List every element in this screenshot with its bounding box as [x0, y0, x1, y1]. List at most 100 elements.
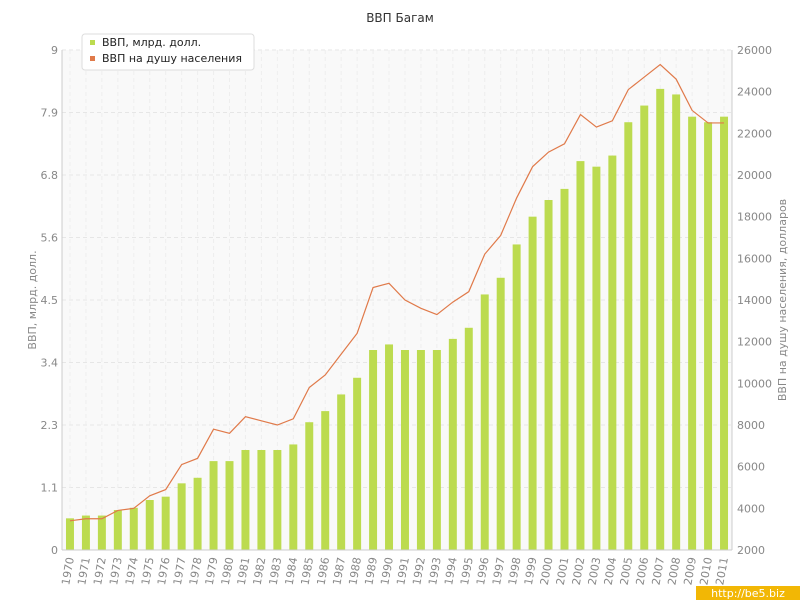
bar — [464, 327, 473, 550]
bar — [592, 166, 601, 550]
x-tick-label: 2002 — [570, 556, 588, 586]
x-tick-label: 1987 — [330, 556, 348, 586]
x-tick-label: 1977 — [171, 556, 189, 586]
y2-tick-label: 10000 — [737, 377, 772, 390]
bar — [656, 88, 665, 550]
x-tick-label: 1976 — [155, 556, 173, 586]
bar — [273, 450, 282, 550]
axes — [61, 50, 733, 551]
x-tick-label: 1973 — [107, 556, 125, 586]
bar — [305, 422, 314, 550]
y-tick-label: 1.1 — [41, 482, 59, 495]
line-series — [69, 63, 725, 522]
watermark: http://be5.biz — [696, 586, 800, 600]
bar — [608, 155, 617, 551]
bar — [480, 294, 489, 550]
x-tick-label: 1999 — [522, 556, 540, 586]
y2-tick-label: 12000 — [737, 336, 772, 349]
x-tick-label: 1992 — [410, 556, 428, 586]
bar — [337, 394, 346, 550]
y-axis-title-right: ВВП на душу населения, долларов — [776, 199, 789, 401]
x-tick-label: 1993 — [426, 556, 444, 586]
series-line-gdp-per-capita — [69, 63, 725, 522]
bar — [257, 450, 266, 550]
x-tick-label: 1971 — [75, 556, 93, 586]
bar — [193, 477, 202, 550]
x-tick-label: 2007 — [650, 556, 668, 586]
x-tick-label: 1997 — [490, 556, 508, 586]
y-tick-label: 7.9 — [41, 107, 59, 120]
plot-area — [62, 50, 732, 550]
y-tick-label: 3.4 — [41, 357, 59, 370]
y2-tick-label: 22000 — [737, 127, 772, 140]
y-tick-labels-left: 0 1.1 2.3 3.4 4.5 5.6 6.8 7.9 9 — [41, 44, 59, 557]
bar — [624, 122, 633, 550]
x-tick-label: 1972 — [91, 556, 109, 586]
bar — [81, 515, 90, 550]
x-tick-label: 1986 — [315, 556, 333, 586]
bar — [400, 350, 409, 550]
bar — [65, 518, 74, 550]
x-tick-label: 2005 — [618, 556, 636, 586]
x-tick-label: 2004 — [602, 556, 620, 586]
y2-tick-label: 26000 — [737, 44, 772, 57]
x-tick-label: 2003 — [586, 556, 604, 586]
bar — [161, 496, 170, 550]
y-tick-label: 9 — [51, 44, 58, 57]
bar — [448, 338, 457, 550]
bar — [432, 350, 441, 550]
x-tick-label: 1988 — [346, 556, 364, 586]
x-tick-label: 1981 — [235, 556, 253, 586]
bar — [241, 450, 250, 550]
bar — [113, 510, 122, 550]
y-tick-label: 5.6 — [41, 232, 59, 245]
bar — [704, 122, 713, 550]
x-tick-label: 1995 — [458, 556, 476, 586]
x-tick-label: 1996 — [474, 556, 492, 586]
legend-swatch-gdp-per-capita — [90, 56, 95, 61]
legend-box — [81, 33, 255, 71]
legend-label-gdp-per-capita: ВВП на душу населения — [102, 52, 242, 65]
bar — [145, 500, 154, 550]
x-tick-label: 2009 — [681, 556, 699, 586]
y-tick-label: 2.3 — [41, 419, 59, 432]
bar — [720, 116, 729, 551]
bar — [496, 277, 505, 550]
y-tick-label: 0 — [51, 544, 58, 557]
x-tick-label: 1979 — [203, 556, 221, 586]
bar — [672, 94, 681, 550]
bar — [289, 444, 298, 550]
x-tick-label: 1982 — [251, 556, 269, 586]
legend-swatch-gdp — [90, 40, 95, 45]
x-tick-label: 1983 — [267, 556, 285, 586]
legend: ВВП, млрд. долл. ВВП на душу населения — [81, 33, 255, 71]
y2-tick-label: 14000 — [737, 294, 772, 307]
bar — [369, 350, 378, 550]
y-tick-label: 6.8 — [41, 169, 59, 182]
bar — [321, 411, 330, 550]
bar-series — [65, 88, 729, 551]
y2-tick-label: 20000 — [737, 169, 772, 182]
bar — [576, 161, 585, 550]
y-tick-label: 4.5 — [41, 294, 59, 307]
x-tick-labels: 1970197119721973197419751976197719781979… — [59, 556, 731, 586]
y2-tick-label: 6000 — [737, 461, 765, 474]
bar — [528, 216, 537, 550]
x-tick-label: 2006 — [634, 556, 652, 586]
x-tick-label: 2010 — [697, 556, 715, 586]
x-tick-label: 2011 — [713, 556, 731, 586]
bar — [97, 515, 106, 550]
y2-tick-label: 8000 — [737, 419, 765, 432]
x-tick-label: 1990 — [378, 556, 396, 586]
y-axis-title-left: ВВП, млрд. долл. — [26, 250, 39, 349]
y2-tick-label: 4000 — [737, 502, 765, 515]
x-tick-label: 2001 — [554, 556, 572, 586]
x-tick-label: 1998 — [506, 556, 524, 586]
x-tick-label: 1994 — [442, 556, 460, 586]
x-tick-label: 1974 — [123, 556, 141, 586]
x-tick-label: 2000 — [538, 556, 556, 586]
bar — [385, 344, 394, 550]
x-tick-label: 1984 — [283, 556, 301, 586]
